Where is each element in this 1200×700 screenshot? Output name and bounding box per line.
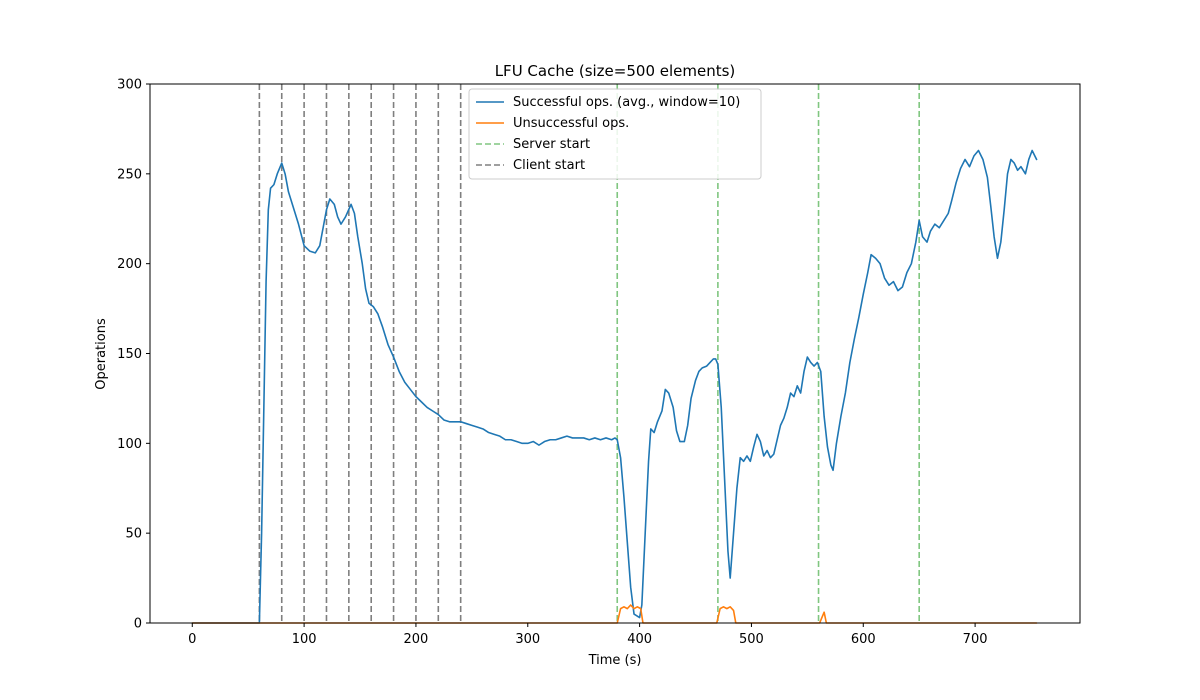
x-tick-label-500: 500	[739, 632, 764, 647]
legend-label-unsuccessful: Unsuccessful ops.	[513, 116, 629, 131]
axis-ticks: 0 100 200 300 400 500 600 700 0 50 100 150 200 250 300	[117, 78, 987, 648]
x-tick-label-200: 200	[404, 632, 429, 647]
legend-box	[468, 88, 762, 180]
x-axis-label: Time (s)	[588, 653, 642, 668]
y-tick-label-100: 100	[117, 437, 142, 452]
x-tick-label-300: 300	[515, 632, 540, 647]
x-tick-label-100: 100	[292, 632, 317, 647]
y-tick-label-250: 250	[117, 167, 142, 182]
plot-area	[191, 84, 1038, 624]
legend-label-server-start: Server start	[513, 137, 590, 152]
y-tick-label-200: 200	[117, 257, 142, 272]
x-tick-label-600: 600	[851, 632, 876, 647]
chart-title: LFU Cache (size=500 elements)	[495, 62, 736, 80]
series-line-unsuccessful-ops	[191, 604, 1038, 624]
y-tick-label-300: 300	[117, 78, 142, 93]
legend-label-client-start: Client start	[513, 158, 585, 173]
legend-label-successful: Successful ops. (avg., window=10)	[513, 95, 740, 110]
y-tick-label-0: 0	[134, 617, 142, 632]
y-tick-label-150: 150	[117, 347, 142, 362]
y-tick-label-50: 50	[125, 527, 142, 542]
y-axis-label: Operations	[94, 318, 109, 390]
x-tick-label-400: 400	[627, 632, 652, 647]
x-tick-label-0: 0	[188, 632, 196, 647]
x-tick-label-700: 700	[963, 632, 988, 647]
legend: Successful ops. (avg., window=10) Unsucc…	[468, 88, 762, 180]
series-line-successful-ops	[191, 149, 1038, 624]
